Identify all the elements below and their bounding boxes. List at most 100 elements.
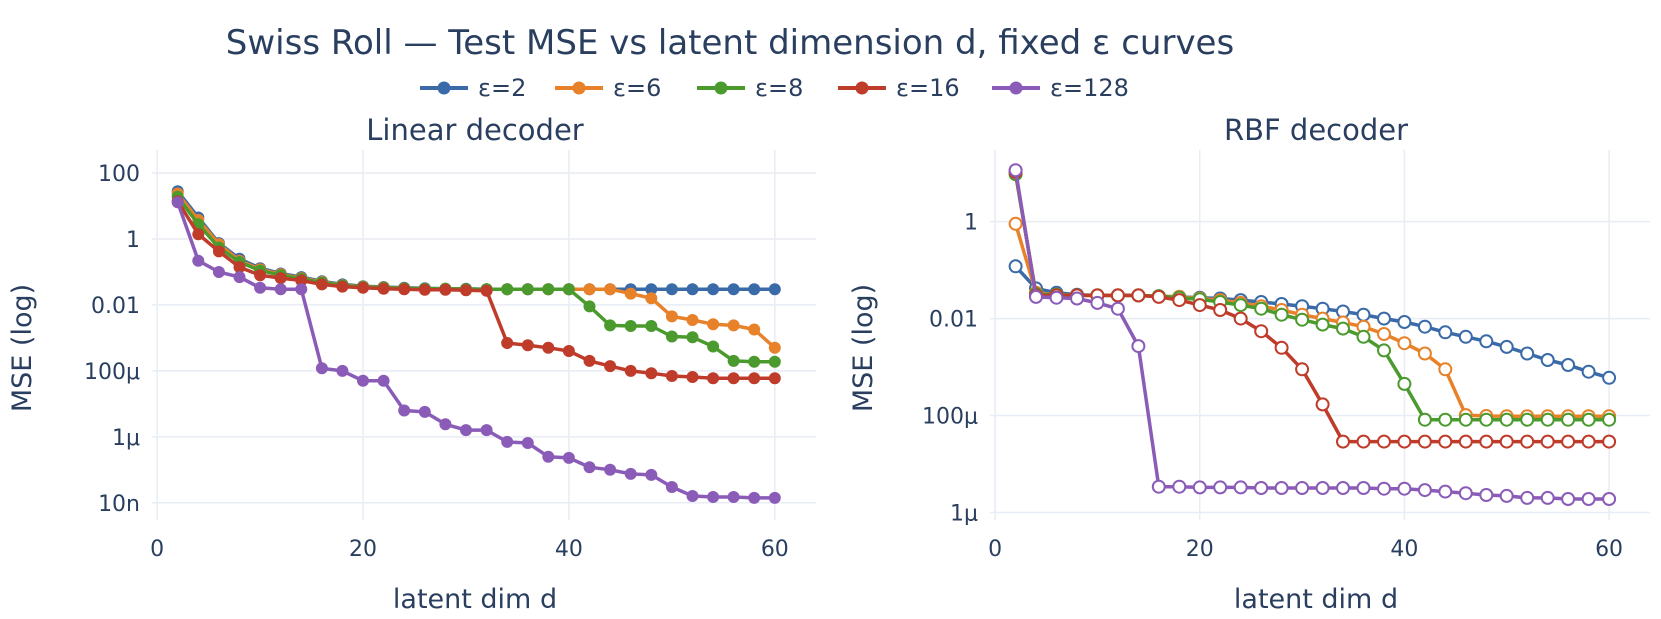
linear-point-eps-16-d34 bbox=[501, 337, 514, 349]
linear-point-eps-6-d42 bbox=[583, 283, 596, 296]
linear-point-eps-128-d16 bbox=[315, 362, 328, 375]
rbf-point-eps-128-d38 bbox=[1377, 481, 1391, 496]
x-tick-label: 40 bbox=[1390, 537, 1418, 562]
linear-point-eps-6-d52 bbox=[686, 314, 699, 326]
rbf-point-eps-16-d22 bbox=[1213, 303, 1228, 317]
rbf-point-eps-16-d40 bbox=[1397, 434, 1412, 449]
rbf-point-eps-128-d8 bbox=[1070, 291, 1084, 306]
linear-decoder-x-axis-title: latent dim d bbox=[393, 584, 557, 615]
linear-point-eps-16-d36 bbox=[521, 339, 534, 352]
rbf-point-eps-16-d26 bbox=[1254, 324, 1269, 339]
y-tick-label: 100μ bbox=[84, 360, 140, 385]
linear-point-eps-128-d24 bbox=[398, 404, 411, 417]
legend-item-eps-6[interactable]: ε=6 bbox=[555, 74, 661, 102]
rbf-point-eps-2-d56 bbox=[1561, 358, 1576, 372]
linear-point-eps-16-d54 bbox=[707, 372, 720, 385]
linear-point-eps-16-d28 bbox=[439, 283, 452, 296]
rbf-point-eps-16-d42 bbox=[1417, 434, 1432, 449]
y-tick-label: 1 bbox=[126, 228, 140, 253]
rbf-point-eps-8-d36 bbox=[1356, 329, 1371, 344]
rbf-point-eps-128-d20 bbox=[1192, 480, 1207, 495]
rbf-point-eps-16-d54 bbox=[1540, 434, 1555, 449]
y-tick-label: 0.01 bbox=[91, 294, 140, 319]
rbf-point-eps-16-d30 bbox=[1295, 362, 1310, 377]
rbf-point-eps-16-d12 bbox=[1110, 288, 1125, 303]
rbf-point-eps-8-d28 bbox=[1274, 307, 1289, 322]
linear-point-eps-16-d48 bbox=[645, 367, 658, 380]
rbf-point-eps-16-d50 bbox=[1499, 434, 1514, 449]
linear-gridlines bbox=[152, 150, 816, 520]
rbf-point-eps-128-d42 bbox=[1417, 483, 1432, 498]
legend-item-eps-8[interactable]: ε=8 bbox=[697, 74, 803, 102]
linear-point-eps-16-d52 bbox=[686, 371, 699, 383]
linear-point-eps-128-d28 bbox=[439, 418, 452, 431]
linear-point-eps-8-d48 bbox=[645, 320, 658, 332]
linear-point-eps-16-d24 bbox=[398, 283, 411, 296]
rbf-point-eps-8-d60 bbox=[1602, 412, 1617, 427]
linear-point-eps-16-d32 bbox=[480, 284, 493, 297]
y-tick-label: 1 bbox=[964, 211, 978, 236]
rbf-point-eps-6-d2 bbox=[1008, 216, 1023, 231]
rbf-point-eps-6-d40 bbox=[1397, 336, 1412, 351]
rbf-point-eps-2-d42 bbox=[1417, 319, 1432, 334]
linear-point-eps-16-d58 bbox=[748, 372, 761, 385]
rbf-point-eps-128-d44 bbox=[1438, 484, 1453, 499]
y-tick-label: 1μ bbox=[112, 426, 140, 451]
rbf-point-eps-2-d36 bbox=[1356, 307, 1371, 322]
linear-point-eps-16-d60 bbox=[768, 372, 781, 385]
rbf-point-eps-2-d38 bbox=[1377, 311, 1391, 326]
linear-point-eps-8-d42 bbox=[583, 300, 596, 313]
chart-title: Swiss Roll — Test MSE vs latent dimensio… bbox=[226, 23, 1234, 63]
rbf-series-eps-128 bbox=[1008, 163, 1617, 506]
rbf-point-eps-128-d4 bbox=[1029, 289, 1043, 304]
linear-point-eps-8-d60 bbox=[768, 355, 781, 368]
linear-point-eps-6-d50 bbox=[665, 310, 678, 323]
linear-point-eps-8-d36 bbox=[521, 283, 534, 296]
rbf-point-eps-2-d54 bbox=[1540, 353, 1555, 367]
linear-point-eps-128-d50 bbox=[665, 481, 678, 493]
linear-line-eps-128 bbox=[176, 201, 775, 500]
legend-item-eps-128[interactable]: ε=128 bbox=[992, 74, 1129, 102]
rbf-point-eps-6-d42 bbox=[1417, 346, 1432, 361]
linear-point-eps-6-d56 bbox=[727, 319, 740, 332]
linear-point-eps-128-d18 bbox=[336, 364, 349, 377]
linear-tick-labels: 0 20 40 60 10n 1μ 100μ 0.01 1 100 bbox=[84, 162, 789, 562]
rbf-point-eps-128-d60 bbox=[1602, 492, 1617, 506]
rbf-point-eps-16-d34 bbox=[1336, 434, 1350, 449]
rbf-point-eps-2-d44 bbox=[1438, 325, 1453, 340]
legend-item-eps-16[interactable]: ε=16 bbox=[838, 74, 960, 102]
y-tick-label: 100 bbox=[98, 162, 140, 187]
rbf-point-eps-16-d24 bbox=[1233, 311, 1248, 326]
rbf-point-eps-128-d28 bbox=[1274, 481, 1289, 495]
legend-label: ε=6 bbox=[613, 74, 661, 102]
linear-point-eps-2-d54 bbox=[707, 283, 720, 296]
linear-point-eps-128-d40 bbox=[562, 451, 575, 464]
linear-point-eps-128-d34 bbox=[501, 435, 514, 448]
legend-item-eps-2[interactable]: ε=2 bbox=[420, 74, 526, 102]
linear-point-eps-16-d8 bbox=[233, 261, 246, 274]
linear-point-eps-16-d38 bbox=[542, 341, 555, 354]
rbf-point-eps-8-d24 bbox=[1233, 298, 1248, 313]
linear-decoder-panel: Linear decoder latent dim d MSE (log) 0 2… bbox=[7, 113, 816, 615]
linear-point-eps-16-d50 bbox=[665, 370, 678, 382]
rbf-point-eps-16-d38 bbox=[1377, 434, 1391, 449]
rbf-point-eps-128-d12 bbox=[1110, 301, 1125, 316]
linear-point-eps-16-d6 bbox=[212, 245, 225, 258]
linear-point-eps-16-d42 bbox=[583, 354, 596, 367]
rbf-point-eps-8-d46 bbox=[1458, 412, 1473, 427]
legend-marker bbox=[855, 81, 869, 95]
rbf-point-eps-128-d10 bbox=[1090, 295, 1105, 310]
rbf-point-eps-16-d14 bbox=[1131, 288, 1146, 303]
linear-point-eps-128-d60 bbox=[768, 491, 781, 504]
linear-point-eps-16-d26 bbox=[418, 283, 431, 296]
rbf-point-eps-128-d54 bbox=[1540, 490, 1555, 505]
linear-point-eps-128-d30 bbox=[460, 424, 472, 437]
legend-label: ε=128 bbox=[1050, 74, 1129, 102]
linear-point-eps-128-d26 bbox=[418, 405, 431, 418]
x-tick-label: 60 bbox=[1595, 537, 1623, 562]
y-tick-label: 1μ bbox=[950, 501, 978, 526]
linear-point-eps-128-d44 bbox=[604, 463, 617, 476]
linear-point-eps-128-d54 bbox=[707, 491, 720, 503]
rbf-point-eps-8-d48 bbox=[1479, 412, 1494, 427]
